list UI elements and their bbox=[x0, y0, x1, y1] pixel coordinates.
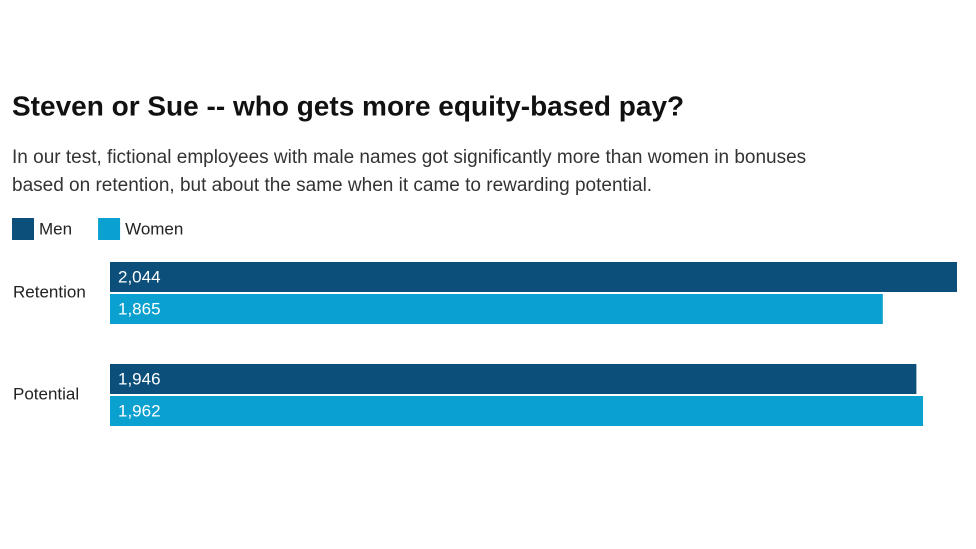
category-label: Potential bbox=[13, 384, 79, 403]
subtitle: based on retention, but about the same w… bbox=[12, 175, 652, 196]
bar bbox=[110, 396, 924, 426]
subtitle: In our test, fictional employees with ma… bbox=[12, 147, 806, 168]
legend-swatch bbox=[12, 218, 34, 240]
value-label: 1,946 bbox=[118, 369, 161, 388]
chart-title: Steven or Sue -- who gets more equity-ba… bbox=[12, 90, 684, 121]
bar bbox=[110, 294, 883, 324]
bar bbox=[110, 364, 917, 394]
value-label: 2,044 bbox=[118, 267, 161, 286]
bar bbox=[110, 262, 957, 292]
value-label: 1,865 bbox=[118, 299, 161, 318]
legend-label: Men bbox=[39, 219, 72, 238]
value-label: 1,962 bbox=[118, 401, 161, 420]
category-label: Retention bbox=[13, 282, 86, 301]
legend-swatch bbox=[98, 218, 121, 240]
legend-label: Women bbox=[125, 219, 183, 238]
